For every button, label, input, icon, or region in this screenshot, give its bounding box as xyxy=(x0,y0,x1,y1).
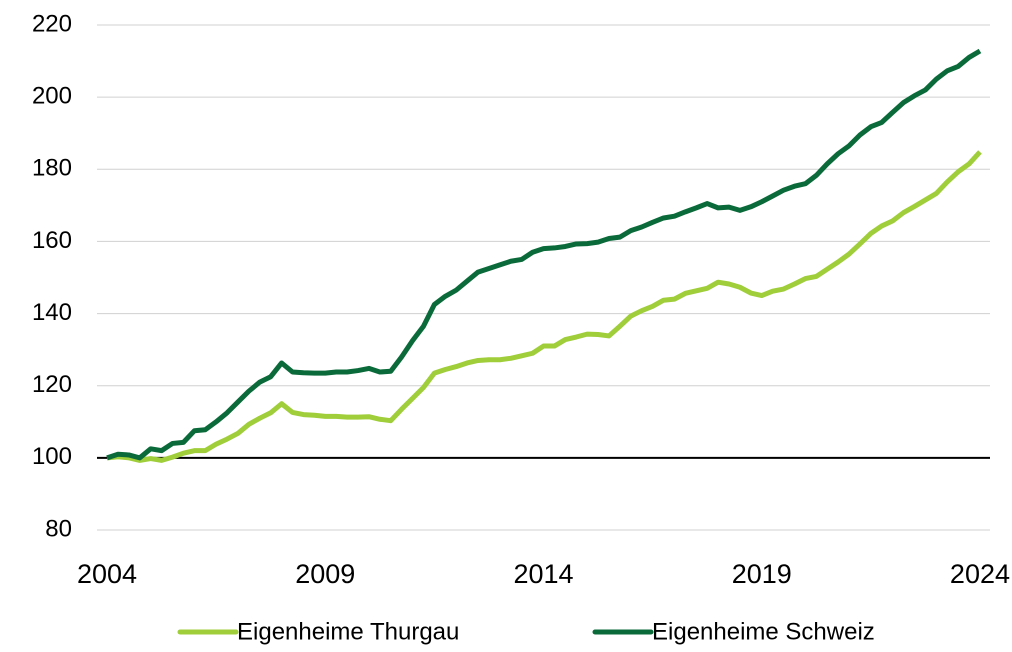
x-tick-label: 2009 xyxy=(295,559,355,589)
y-tick-label: 120 xyxy=(32,371,72,398)
y-tick-label: 100 xyxy=(32,443,72,470)
y-tick-label: 220 xyxy=(32,10,72,37)
series-line xyxy=(106,150,982,463)
y-tick-label: 80 xyxy=(45,515,72,542)
series-line xyxy=(106,48,982,461)
y-tick-label: 180 xyxy=(32,155,72,182)
x-tick-label: 2019 xyxy=(732,559,792,589)
x-tick-label: 2014 xyxy=(513,559,573,589)
legend-label: Eigenheime Thurgau xyxy=(237,618,459,645)
y-tick-label: 140 xyxy=(32,299,72,326)
legend-label: Eigenheime Schweiz xyxy=(652,618,875,645)
x-tick-label: 2024 xyxy=(950,559,1010,589)
y-tick-label: 160 xyxy=(32,227,72,254)
x-tick-label: 2004 xyxy=(77,559,137,589)
y-tick-label: 200 xyxy=(32,82,72,109)
